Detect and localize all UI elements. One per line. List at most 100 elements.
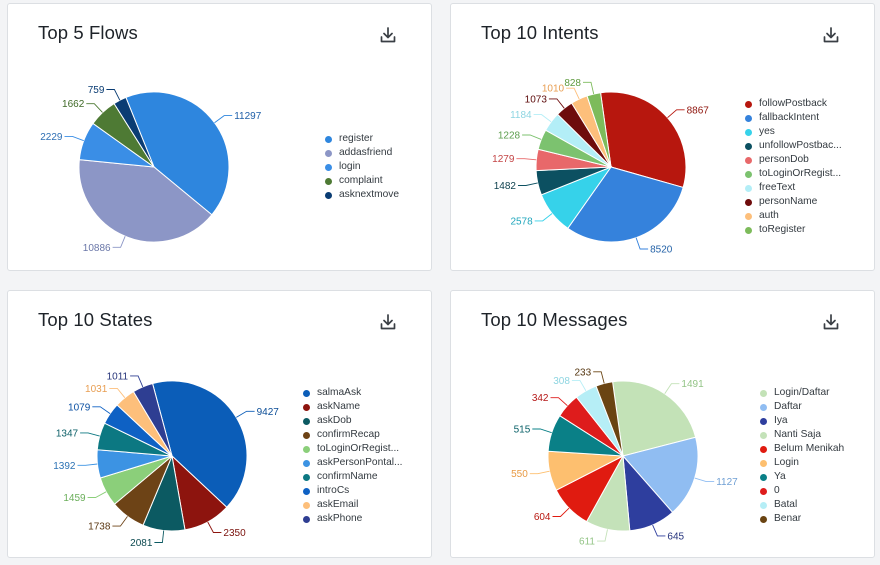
legend-item[interactable]: askDob bbox=[303, 414, 403, 428]
pie-slice-2[interactable] bbox=[567, 166, 684, 243]
legend-label: login bbox=[339, 161, 361, 172]
legend-item[interactable]: confirmName bbox=[303, 470, 403, 484]
legend-swatch bbox=[303, 473, 310, 481]
legend-item[interactable]: login bbox=[325, 160, 399, 174]
legend-item[interactable]: auth bbox=[745, 209, 842, 223]
chart-legend: register addasfriend login complaint asknext… bbox=[325, 132, 399, 202]
legend-item[interactable]: toLoginOrRegist... bbox=[745, 167, 842, 181]
label-leader-line bbox=[522, 134, 542, 140]
legend-label: Belum Menikah bbox=[774, 443, 845, 454]
label-leader-line bbox=[533, 114, 552, 123]
data-label: 1011 bbox=[107, 371, 129, 382]
data-label: 759 bbox=[88, 85, 105, 96]
data-label: 233 bbox=[575, 367, 592, 378]
label-leader-line bbox=[77, 463, 98, 466]
legend-item[interactable]: salmaAsk bbox=[303, 386, 403, 400]
legend-item[interactable]: register bbox=[325, 132, 399, 146]
legend-item[interactable]: toLoginOrRegist... bbox=[303, 442, 403, 456]
data-label: 645 bbox=[667, 531, 684, 542]
data-label: 10886 bbox=[83, 243, 111, 254]
legend-label: toRegister bbox=[759, 224, 806, 235]
legend-item[interactable]: fallbackIntent bbox=[745, 111, 842, 125]
legend-item[interactable]: Batal bbox=[760, 498, 844, 512]
chart-title: Top 10 Intents bbox=[481, 22, 599, 43]
legend-item[interactable]: Daftar bbox=[760, 400, 844, 414]
legend-item[interactable]: asknextmove bbox=[325, 188, 399, 202]
legend-swatch bbox=[745, 100, 752, 108]
data-label: 1079 bbox=[68, 402, 91, 413]
legend-item[interactable]: unfollowPostbac... bbox=[745, 139, 842, 153]
legend-label: Ya bbox=[774, 471, 786, 482]
legend-label: complaint bbox=[339, 175, 383, 186]
legend-item[interactable]: Benar bbox=[760, 512, 844, 526]
legend-item[interactable]: toRegister bbox=[745, 223, 842, 237]
label-leader-line bbox=[518, 182, 538, 186]
legend-label: auth bbox=[759, 210, 779, 221]
download-icon[interactable] bbox=[379, 313, 397, 331]
download-icon[interactable] bbox=[822, 313, 840, 331]
legend-label: asknextmove bbox=[339, 189, 400, 200]
data-label: 1662 bbox=[62, 99, 85, 110]
legend-item[interactable]: askEmail bbox=[303, 498, 403, 512]
legend-item[interactable]: yes bbox=[745, 125, 842, 139]
legend-item[interactable]: askName bbox=[303, 400, 403, 414]
pie-slice-10[interactable] bbox=[132, 382, 173, 457]
legend-item[interactable]: Login/Daftar bbox=[760, 386, 844, 400]
pie-slice-2[interactable] bbox=[622, 436, 699, 514]
data-label: 1127 bbox=[716, 477, 738, 488]
legend-item[interactable]: Login bbox=[760, 456, 844, 470]
legend-item[interactable]: personDob bbox=[745, 153, 842, 167]
pie-chart: 9427 2350 2081 1738 1459 1392 1347 1079 1031 1011 bbox=[53, 371, 279, 549]
legend-item[interactable]: 0 bbox=[760, 484, 844, 498]
download-icon[interactable] bbox=[379, 26, 397, 44]
legend-item[interactable]: addasfriend bbox=[325, 146, 399, 160]
legend-swatch bbox=[745, 128, 752, 136]
legend-swatch bbox=[760, 501, 767, 509]
legend-item[interactable]: freeText bbox=[745, 181, 842, 195]
legend-item[interactable]: introCs bbox=[303, 484, 403, 498]
legend-item[interactable]: askPhone bbox=[303, 512, 403, 526]
legend-swatch bbox=[745, 184, 752, 192]
legend-item[interactable]: complaint bbox=[325, 174, 399, 188]
legend-swatch bbox=[745, 142, 752, 150]
download-icon[interactable] bbox=[822, 26, 840, 44]
legend-swatch bbox=[760, 403, 767, 411]
legend-item[interactable]: Ya bbox=[760, 470, 844, 484]
legend-swatch bbox=[325, 191, 332, 199]
legend-item[interactable]: Nanti Saja bbox=[760, 428, 844, 442]
legend-label: confirmRecap bbox=[317, 429, 380, 440]
data-label: 604 bbox=[534, 512, 551, 523]
legend-item[interactable]: confirmRecap bbox=[303, 428, 403, 442]
legend-swatch bbox=[760, 431, 767, 439]
data-label: 828 bbox=[564, 78, 581, 89]
data-label: 1031 bbox=[85, 384, 108, 395]
pie-slice-1[interactable] bbox=[151, 380, 248, 508]
label-leader-line bbox=[566, 87, 580, 100]
label-leader-line bbox=[80, 432, 100, 437]
legend-item[interactable]: Iya bbox=[760, 414, 844, 428]
legend-swatch bbox=[760, 459, 767, 467]
legend-item[interactable]: askPersonPontal... bbox=[303, 456, 403, 470]
label-leader-line bbox=[92, 406, 111, 414]
pie-slice-5[interactable] bbox=[113, 96, 155, 168]
legend-item[interactable]: personName bbox=[745, 195, 842, 209]
legend-label: register bbox=[339, 133, 373, 144]
legend-item[interactable]: followPostback bbox=[745, 97, 842, 111]
legend-swatch bbox=[760, 445, 767, 453]
pie-slice-10[interactable] bbox=[586, 92, 612, 168]
data-label: 342 bbox=[532, 393, 549, 404]
pie-slice-2[interactable] bbox=[78, 159, 213, 243]
legend-label: askPhone bbox=[317, 513, 363, 524]
legend-swatch bbox=[303, 445, 310, 453]
pie-slice-1[interactable] bbox=[599, 91, 687, 189]
label-leader-line bbox=[64, 135, 84, 142]
label-leader-line bbox=[597, 529, 608, 542]
label-leader-line bbox=[571, 379, 587, 392]
legend-label: 0 bbox=[774, 485, 780, 496]
data-label: 308 bbox=[553, 376, 570, 387]
legend-label: confirmName bbox=[317, 471, 378, 482]
legend-item[interactable]: Belum Menikah bbox=[760, 442, 844, 456]
chart-title: Top 5 Flows bbox=[38, 22, 138, 43]
